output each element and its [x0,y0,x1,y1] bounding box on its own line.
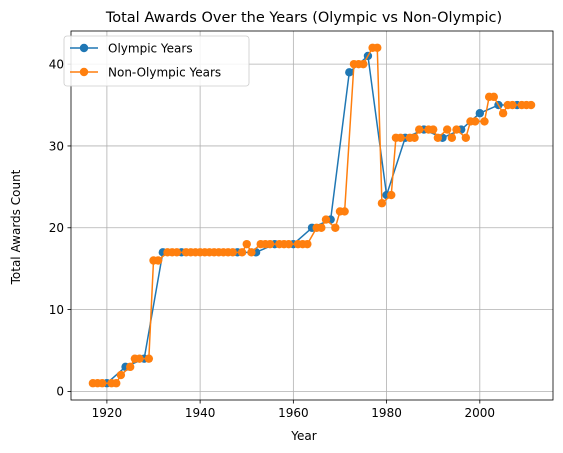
data-point [116,370,126,380]
legend-marker [79,43,89,53]
legend: Olympic Years Non-Olympic Years [63,35,250,87]
data-point [526,100,536,110]
y-tick-label: 0 [56,385,64,399]
data-point [442,125,452,134]
data-point [470,117,480,126]
data-point [475,109,485,118]
data-point [452,125,461,134]
data-point [284,239,293,249]
data-point [247,248,256,257]
legend-marker [79,67,89,77]
data-point [489,92,498,102]
x-tick-label: 1940 [185,406,216,420]
x-tick-label: 2000 [465,406,496,420]
data-point [265,239,275,249]
data-point [359,59,368,69]
data-point [242,239,251,249]
data-point [373,43,382,52]
axes-frame [70,30,554,401]
data-point [396,133,405,142]
data-point [508,100,517,110]
data-point [447,133,457,142]
y-tick-label: 30 [49,139,64,153]
data-point [429,125,438,134]
data-point [317,223,326,232]
data-point [387,190,396,200]
data-point [321,215,331,224]
plot-area [71,31,553,400]
y-tick-label: 40 [49,57,64,71]
data-point [228,248,237,257]
legend-label: Olympic Years [108,41,193,55]
x-tick-label: 1980 [371,406,402,420]
data-point [498,109,508,118]
y-tick-label: 10 [49,303,64,317]
data-point [461,133,471,142]
data-point [410,133,419,142]
y-axis-label: Total Awards Count [9,169,23,285]
chart-title: Total Awards Over the Years (Olympic vs … [105,10,502,26]
data-point [340,207,349,216]
x-tick-label: 1960 [278,406,309,420]
data-point [153,256,163,265]
x-tick-label: 1920 [92,406,123,420]
y-tick-label: 20 [49,221,64,235]
data-point [112,379,121,388]
x-axis-label: Year [290,429,316,443]
data-point [135,354,144,363]
data-point [377,199,387,208]
legend-label: Non-Olympic Years [108,65,221,79]
data-point [237,248,247,257]
data-point [345,68,354,77]
series-non-olympic [88,43,536,388]
legend-box [63,35,250,87]
data-point [98,379,107,388]
data-point [331,223,340,232]
data-point [172,248,182,257]
data-point [415,125,424,134]
data-point [433,133,443,142]
data-point [126,362,135,372]
data-point [144,354,154,363]
data-point [303,239,312,249]
data-point [480,117,489,126]
